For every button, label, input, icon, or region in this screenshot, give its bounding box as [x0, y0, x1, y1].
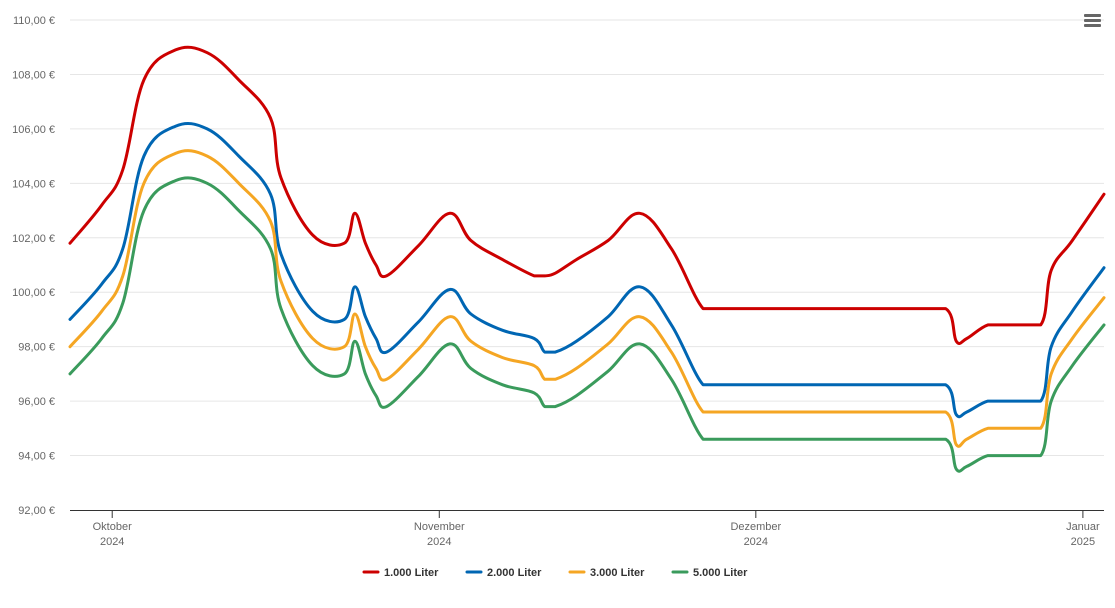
- x-tick-label: Dezember 2024: [730, 521, 781, 548]
- x-axis: Oktober 2024 November 2024 Dezember 2024 Janua…: [70, 510, 1104, 548]
- series-line-3[interactable]: [68, 149, 1106, 448]
- y-tick-label: 92,00 €: [18, 505, 55, 517]
- legend-item-label[interactable]: 1.000 Liter: [384, 567, 439, 579]
- y-tick-label: 98,00 €: [18, 342, 55, 354]
- x-tick-label: Januar 2025: [1066, 521, 1100, 548]
- y-tick-label: 96,00 €: [18, 396, 55, 408]
- legend-item-label[interactable]: 2.000 Liter: [487, 567, 542, 579]
- y-axis: 92,00 € 94,00 € 96,00 € 98,00 € 100,00 € 102,…: [12, 15, 55, 517]
- y-tick-label: 106,00 €: [12, 124, 55, 136]
- series-line-2[interactable]: [68, 121, 1106, 419]
- y-tick-label: 110,00 €: [13, 15, 55, 27]
- legend: 1.000 Liter 2.000 Liter 3.000 Liter 5.000 L…: [362, 567, 748, 579]
- y-tick-label: 104,00 €: [12, 178, 55, 190]
- x-tick-label: November 2024: [414, 521, 465, 548]
- y-tick-label: 108,00 €: [12, 69, 55, 81]
- legend-item-label[interactable]: 5.000 Liter: [693, 567, 748, 579]
- x-tick-label: Oktober 2024: [93, 521, 132, 548]
- series-line-1[interactable]: [68, 45, 1106, 345]
- y-tick-label: 94,00 €: [18, 451, 55, 463]
- y-tick-label: 102,00 €: [12, 233, 55, 245]
- series-line-4[interactable]: [68, 176, 1106, 473]
- series-lines: [68, 45, 1106, 473]
- legend-item-label[interactable]: 3.000 Liter: [590, 567, 645, 579]
- hamburger-menu-icon[interactable]: [1082, 12, 1104, 32]
- y-tick-label: 100,00 €: [12, 287, 55, 299]
- grid-lines: [70, 19, 1104, 457]
